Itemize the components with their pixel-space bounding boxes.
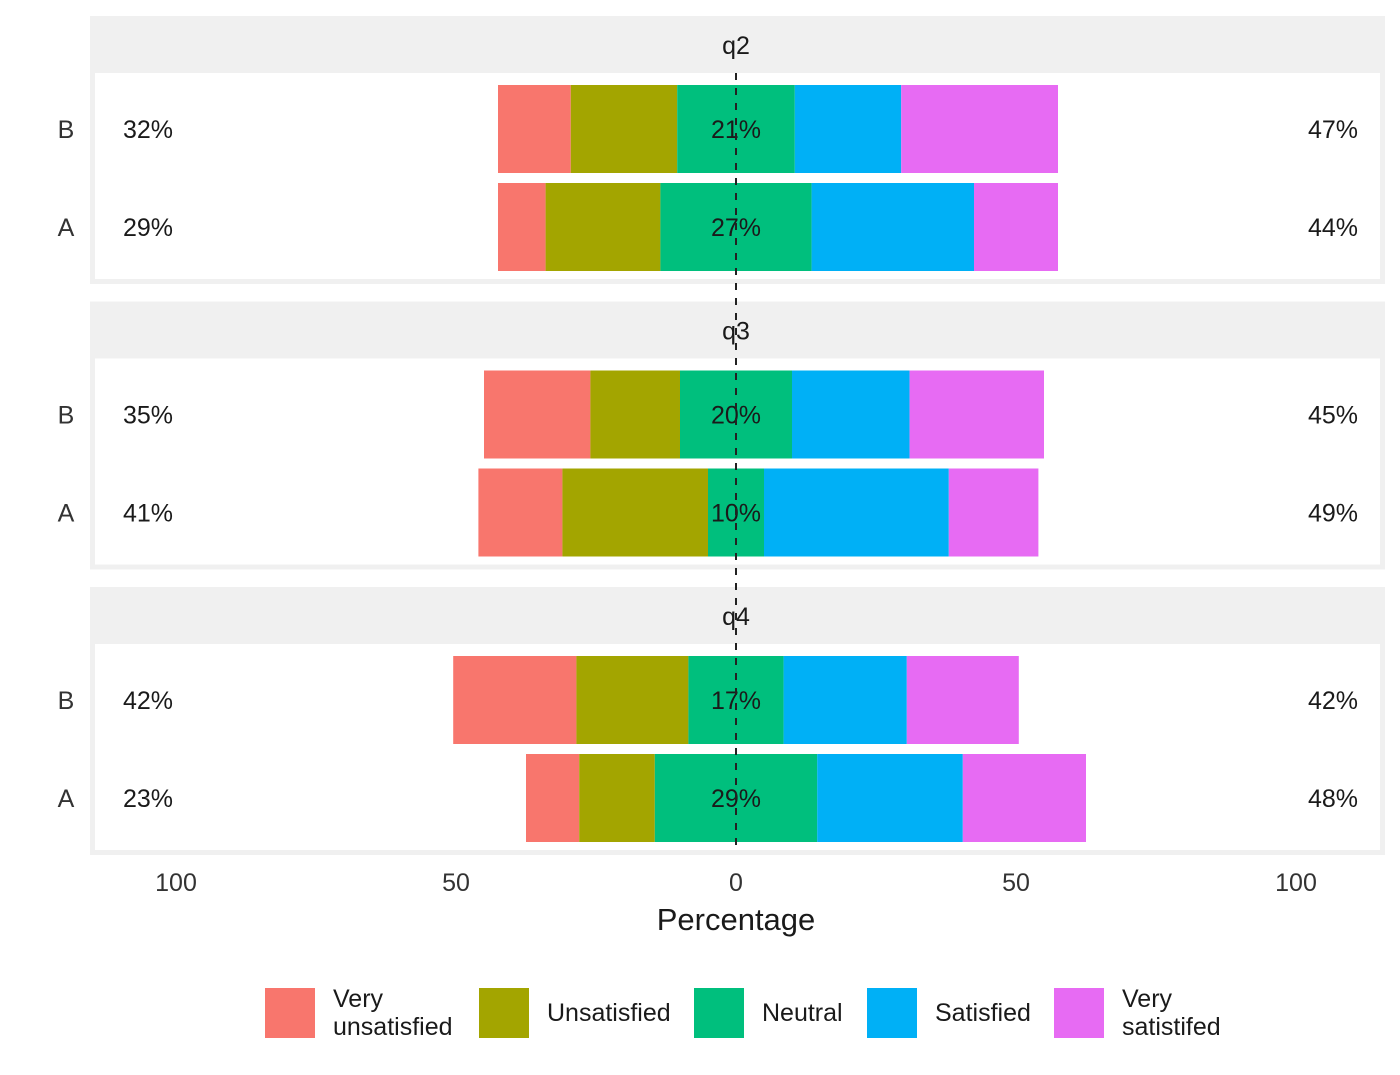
x-tick-label: 50 [442, 869, 470, 897]
x-axis-title: Percentage [657, 902, 816, 937]
row-label: A [58, 214, 75, 242]
bar-segment-q4-A-4 [962, 754, 1086, 842]
bar-segment-q4-B-0 [453, 656, 577, 744]
x-tick-label: 100 [1275, 869, 1317, 897]
bar-segment-q3-A-0 [478, 468, 563, 557]
left-percent-label: 35% [123, 402, 173, 430]
bar-segment-q2-A-1 [545, 183, 661, 271]
row-label: B [58, 402, 75, 430]
x-tick-label: 50 [1002, 869, 1030, 897]
row-label: A [58, 500, 75, 528]
facet-panel-q4: q4B 42% 17% 42%A 23% 29% 48% [58, 587, 1385, 855]
bar-segment-q3-B-4 [909, 370, 1044, 459]
legend-label: Unsatisfied [547, 999, 671, 1027]
bar-segment-q4-A-3 [817, 754, 963, 842]
legend-swatch [1054, 988, 1104, 1038]
bar-segment-q2-B-1 [570, 85, 678, 173]
legend-swatch [479, 988, 529, 1038]
left-percent-label: 41% [123, 500, 173, 528]
bar-segment-q2-B-3 [794, 85, 902, 173]
bar-segment-q3-B-0 [484, 370, 591, 459]
left-percent-label: 42% [123, 687, 173, 715]
legend-label: Very satistifed [1122, 985, 1221, 1041]
row-label: B [58, 116, 75, 144]
right-percent-label: 48% [1308, 785, 1358, 813]
bar-segment-q4-A-0 [526, 754, 580, 842]
bar-segment-q3-B-2 [680, 370, 792, 459]
likert-chart: q2B 32% 21% 47%A 29% 27% 44%q3B 35% 20% 45%A 41% 10… [58, 16, 1385, 937]
left-percent-label: 29% [123, 214, 173, 242]
left-percent-label: 32% [123, 116, 173, 144]
bar-segment-q3-A-4 [948, 468, 1039, 557]
bar-segment-q2-B-2 [677, 85, 795, 173]
right-percent-label: 42% [1308, 687, 1358, 715]
right-percent-label: 44% [1308, 214, 1358, 242]
legend-swatch [694, 988, 744, 1038]
row-label: A [58, 785, 75, 813]
bar-segment-q4-B-4 [906, 656, 1019, 744]
bar-segment-q4-B-1 [576, 656, 689, 744]
x-tick-label: 100 [155, 869, 197, 897]
bar-segment-q2-B-4 [901, 85, 1058, 173]
row-label: B [58, 687, 75, 715]
bar-segment-q4-A-1 [579, 754, 655, 842]
bar-segment-q3-B-3 [792, 370, 910, 459]
left-percent-label: 23% [123, 785, 173, 813]
bar-segment-q2-A-0 [498, 183, 546, 271]
facet-panel-q2: q2B 32% 21% 47%A 29% 27% 44% [58, 16, 1385, 284]
bar-segment-q4-B-3 [783, 656, 907, 744]
bar-segment-q3-A-3 [764, 468, 949, 557]
facet-panel-q3: q3B 35% 20% 45%A 41% 10% 49% [58, 301, 1385, 570]
bar-segment-q2-A-3 [811, 183, 974, 271]
legend-label: Very unsatisfied [333, 985, 453, 1041]
bar-segment-q4-B-2 [688, 656, 784, 744]
bar-segment-q3-A-1 [562, 468, 708, 557]
right-percent-label: 47% [1308, 116, 1358, 144]
legend: Very unsatisfied Unsatisfied Neutral Satisf… [0, 985, 1400, 1045]
legend-swatch [265, 988, 315, 1038]
legend-swatch [867, 988, 917, 1038]
right-percent-label: 45% [1308, 402, 1358, 430]
facet-strip-title: q2 [722, 32, 750, 60]
right-percent-label: 49% [1308, 500, 1358, 528]
bar-segment-q2-A-4 [974, 183, 1058, 271]
x-tick-label: 0 [729, 869, 743, 897]
bar-segment-q3-B-1 [590, 370, 680, 459]
legend-label: Neutral [762, 999, 843, 1027]
legend-label: Satisfied [935, 999, 1031, 1027]
bar-segment-q2-B-0 [498, 85, 571, 173]
